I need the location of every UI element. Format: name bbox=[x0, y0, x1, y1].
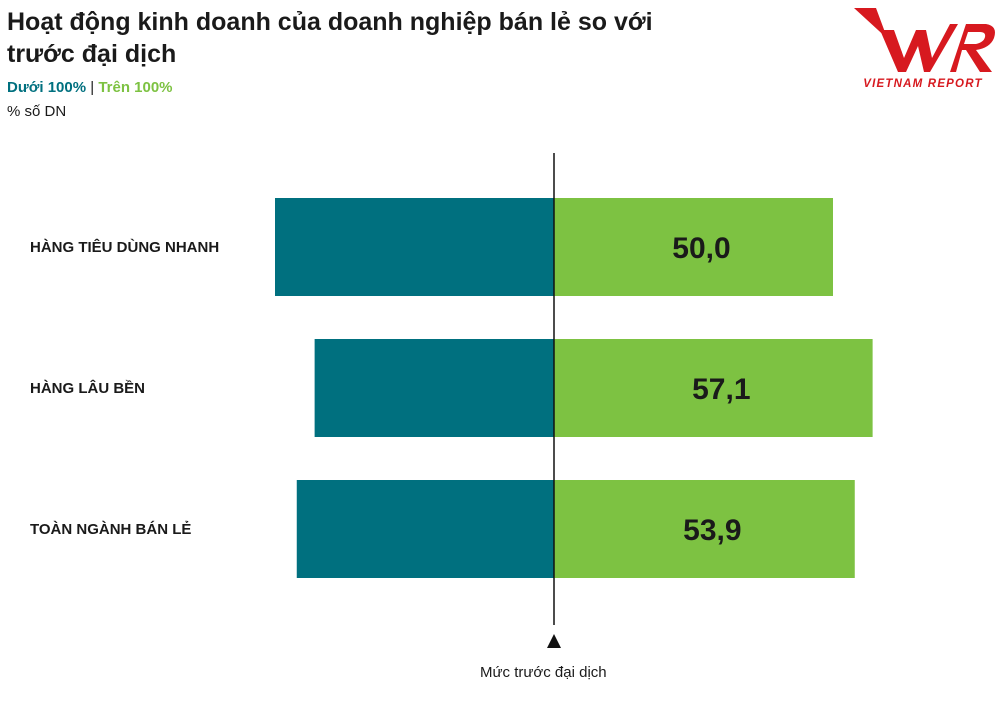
bar-below-2 bbox=[296, 480, 554, 578]
bar-below-0 bbox=[275, 198, 554, 296]
legend: Dưới 100% | Trên 100% bbox=[7, 79, 173, 96]
reference-label: Mức trước đại dịch bbox=[480, 664, 607, 681]
svg-text:VIETNAM REPORT: VIETNAM REPORT bbox=[863, 78, 982, 90]
bar-above-0 bbox=[554, 198, 833, 296]
category-label: HÀNG LÂU BỀN bbox=[30, 379, 145, 397]
bar-above-1 bbox=[554, 339, 873, 437]
data-label: 50,0 bbox=[672, 232, 730, 265]
category-label: TOÀN NGÀNH BÁN LẺ bbox=[30, 521, 191, 538]
bar-above-2 bbox=[554, 480, 855, 578]
legend-above: Trên 100% bbox=[98, 79, 173, 96]
data-label: 53,9 bbox=[683, 514, 741, 547]
category-label: HÀNG TIÊU DÙNG NHANH bbox=[30, 238, 219, 256]
unit-label: % số DN bbox=[7, 103, 67, 120]
legend-below: Dưới 100% bbox=[7, 79, 87, 96]
legend-separator: | bbox=[90, 79, 95, 96]
data-label: 57,1 bbox=[692, 373, 750, 406]
vietnam-report-logo: VIETNAM REPORT bbox=[854, 8, 995, 90]
chart-title: Hoạt động kinh doanh của doanh nghiệp bá… bbox=[7, 8, 653, 68]
bar-below-1 bbox=[314, 339, 554, 437]
reference-triangle-icon bbox=[547, 634, 561, 648]
